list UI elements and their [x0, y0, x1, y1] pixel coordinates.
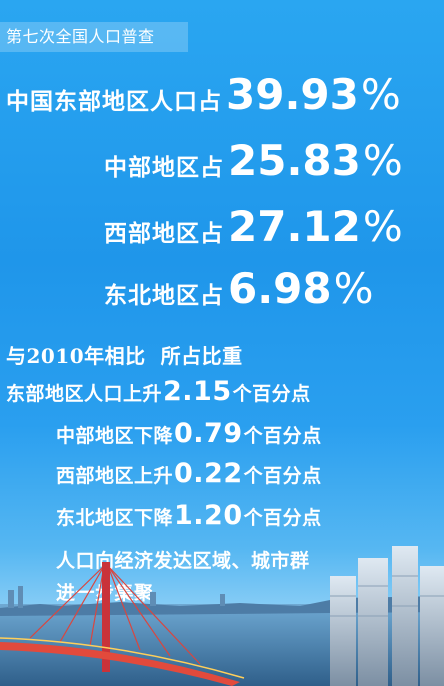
share-east-unit: %	[360, 70, 401, 119]
bridge-tower	[102, 562, 110, 672]
change-northeast-suffix: 个百分点	[243, 507, 322, 529]
census-tag: 第七次全国人口普查	[0, 22, 188, 52]
change-west-suffix: 个百分点	[243, 465, 322, 487]
change-east-value: 2.15	[163, 376, 232, 407]
share-northeast-unit: %	[333, 264, 374, 313]
city-skyline-image	[0, 546, 444, 686]
change-central-value: 0.79	[174, 418, 243, 449]
share-northeast: 东北地区占 6.98 %	[104, 264, 374, 313]
change-central-suffix: 个百分点	[243, 425, 322, 447]
change-west: 西部地区上升0.22个百分点	[56, 458, 322, 489]
change-east-suffix: 个百分点	[232, 383, 311, 405]
share-central-unit: %	[362, 136, 403, 185]
share-east: 中国东部地区人口占 39.93 %	[6, 70, 401, 119]
share-central: 中部地区占 25.83 %	[104, 136, 403, 185]
compare-heading: 与2010年相比 所占比重	[6, 344, 243, 368]
share-northeast-label: 东北地区占	[104, 282, 224, 309]
share-central-value: 25.83	[228, 136, 361, 185]
bridge-cables	[29, 565, 201, 665]
high-rise-buildings	[330, 546, 444, 686]
change-west-prefix: 西部地区上升	[56, 465, 174, 487]
share-northeast-value: 6.98	[228, 264, 332, 313]
change-northeast-prefix: 东北地区下降	[56, 507, 174, 529]
share-east-label: 中国东部地区人口占	[6, 88, 222, 115]
conclusion-line-1: 人口向经济发达区域、城市群	[56, 550, 310, 572]
share-west-label: 西部地区占	[104, 220, 224, 247]
change-west-value: 0.22	[174, 458, 243, 489]
share-east-value: 39.93	[226, 70, 359, 119]
change-central-prefix: 中部地区下降	[56, 425, 174, 447]
share-west-unit: %	[362, 202, 403, 251]
change-east-prefix: 东部地区人口上升	[6, 383, 163, 405]
share-west: 西部地区占 27.12 %	[104, 202, 403, 251]
change-central: 中部地区下降0.79个百分点	[56, 418, 322, 449]
bridge-deck	[0, 642, 240, 686]
change-northeast-value: 1.20	[174, 500, 243, 531]
change-east: 东部地区人口上升2.15个百分点	[6, 376, 311, 407]
change-northeast: 东北地区下降1.20个百分点	[56, 500, 322, 531]
share-central-label: 中部地区占	[104, 154, 224, 181]
share-west-value: 27.12	[228, 202, 361, 251]
